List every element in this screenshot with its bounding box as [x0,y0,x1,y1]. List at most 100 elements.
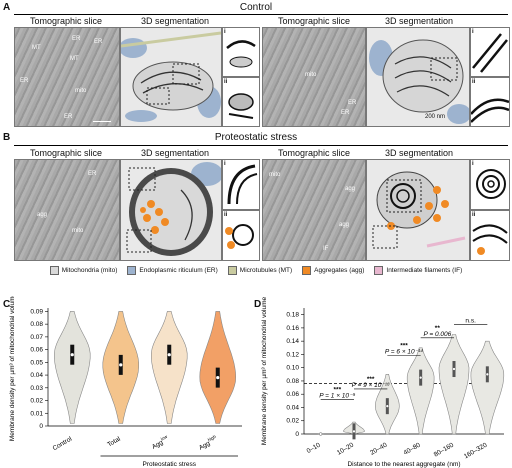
panel-letter-a: A [3,2,11,13]
significance-label: ** [435,325,441,332]
legend-label: Intermediate filaments (IF) [386,267,463,274]
chart-c: 0 0.01 0.02 0.03 0.04 0.05 0.06 0.07 0.08 0.09 Mem… [9,296,242,468]
median-point [167,353,171,357]
b2-inset-i: i [470,159,510,210]
legend-label: Mitochondria (mito) [61,267,118,274]
a2-inset-ii: ii [470,77,510,127]
p-value: P = 6 × 10⁻¹⁴ [385,349,423,356]
b1-tomographic-image: ER agg mito [14,159,120,261]
y-tick-label: 0.18 [286,312,299,319]
y-tick-label: 0.14 [286,338,299,345]
panel-letter-d: D [254,299,262,310]
median-point [319,432,323,436]
label-mt: MT [70,56,79,62]
violin [406,347,435,435]
a2-segmentation-image: 200 nm [366,27,470,127]
b1-tomo-header: Tomographic slice [29,148,103,158]
legend: Mitochondria (mito) Endoplasmic riticulum… [14,266,508,275]
x-tick-label: Control [52,435,74,452]
legend-item: Mitochondria (mito) [49,266,118,275]
y-tick-label: 0.16 [286,325,299,332]
a1-seg-header: 3D segmentation [140,16,210,26]
label-mito: mito [269,172,281,178]
x-tick-label: 160–320 [463,441,489,460]
b2-segmentation-image [366,159,470,261]
median-point [119,363,123,367]
p-value: P = 9 × 10⁻¹⁸ [352,382,390,389]
label-er: ER [20,78,29,84]
panel-a-title: Control [239,2,273,13]
y-tick-label: 0.04 [30,372,43,379]
x-axis-label: Distance to the nearest aggregate (nm) [347,461,460,468]
inset-label-ii: ii [472,212,476,218]
x-tick-label: Agghigh [197,434,219,452]
legend-label: Microtubules (MT) [239,267,293,274]
y-tick-label: 0.10 [286,365,299,372]
y-axis-label: Membrane density per µm³ of mitochondria… [261,296,268,445]
panel-a-rule [14,14,508,15]
label-er: ER [94,39,103,45]
violin [54,311,91,424]
x-tick-label: 20–40 [369,441,388,456]
group-label: Proteostatic stress [143,461,197,468]
inset-label-ii: ii [472,79,476,85]
panel-b-title: Proteostatic stress [214,132,298,143]
legend-item: Aggregates (agg) [302,266,364,275]
a1-tomo-header: Tomographic slice [29,16,103,26]
legend-swatch [227,266,237,275]
y-axis-label: Membrane density per µm³ of mitochondria… [9,296,16,441]
a1-segmentation-image [120,27,222,127]
scale-label: 200 nm [425,114,446,120]
b1-segmentation-image [120,159,222,261]
a1-inset-i: i [222,27,260,77]
x-tick-label: 80–160 [433,441,456,458]
x-tick-label: Agglow [150,434,171,451]
label-agg: agg [345,186,356,192]
b1-inset-i: i [222,159,260,210]
violin [151,311,188,424]
legend-swatch [374,266,384,275]
x-tick-label: Total [106,435,122,448]
label-if: IF [323,246,329,252]
legend-swatch [302,266,312,275]
y-tick-label: 0.03 [30,385,43,392]
a2-inset-i: i [470,27,510,77]
significance-label: *** [334,387,342,394]
inset-label-i: i [472,29,474,35]
legend-item: Intermediate filaments (IF) [374,266,462,275]
x-tick-label: 10–20 [336,441,355,456]
chart-d: 0 0.02 0.04 0.06 0.08 0.10 0.12 0.14 0.16 0.18 Mem… [261,296,505,468]
legend-swatch [49,266,59,275]
median-point [70,353,74,357]
a2-tomographic-image: mito ER ER [262,27,366,127]
legend-item: Endoplasmic riticulum (ER) [127,266,218,275]
legend-item: Microtubules (MT) [227,266,293,275]
y-tick-label: 0.08 [30,321,43,328]
label-er: ER [341,110,350,116]
scale-bar [93,121,111,122]
significance-label: *** [367,376,375,383]
label-er: ER [88,171,97,177]
y-tick-label: 0 [39,423,43,430]
significance-label: *** [400,343,408,350]
label-mito: mito [72,228,84,234]
panel-letter-c: C [3,299,11,310]
b2-seg-header: 3D segmentation [384,148,454,158]
label-er: ER [72,36,81,42]
label-agg: agg [339,222,350,228]
median-point [485,372,489,376]
legend-label: Endoplasmic riticulum (ER) [139,267,218,274]
y-tick-label: 0.09 [30,308,43,315]
b1-inset-ii: ii [222,210,260,261]
inset-label-i: i [472,161,474,167]
inset-label-ii: ii [224,212,228,218]
y-tick-label: 0.06 [30,347,43,354]
panel-letter-b: B [3,132,11,143]
label-mito: mito [75,88,87,94]
label-er: ER [64,114,73,120]
inset-label-i: i [224,29,226,35]
y-tick-label: 0 [295,431,299,438]
label-er: ER [348,100,357,106]
a2-tomo-header: Tomographic slice [277,16,351,26]
p-value: P = 1 × 10⁻⁹ [319,393,355,400]
